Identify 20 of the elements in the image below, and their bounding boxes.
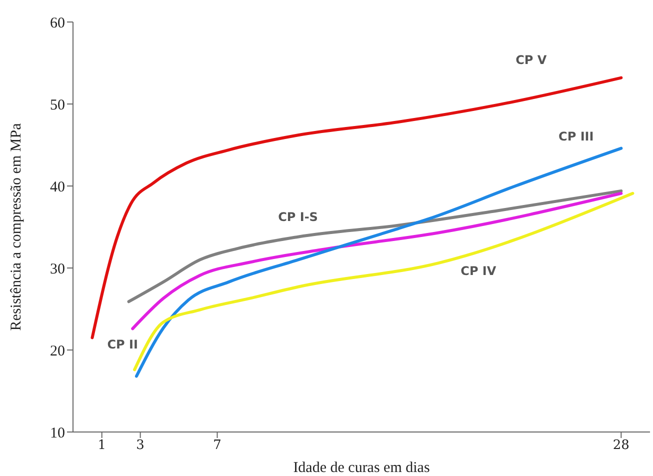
series-label: CP III — [558, 129, 594, 144]
line-series — [90, 76, 623, 340]
y-tick-label: 20 — [50, 343, 65, 360]
y-tick-label: 50 — [50, 97, 65, 114]
y-tick-label: 10 — [50, 425, 65, 442]
y-tick-label: 60 — [50, 15, 65, 32]
x-tick-label: 7 — [213, 438, 222, 454]
x-tick-label: 3 — [136, 438, 144, 454]
y-tick-label: 30 — [50, 261, 65, 278]
text: CP V — [516, 52, 548, 67]
series-label: CP II — [107, 338, 138, 352]
x-tick-label: 1 — [98, 438, 106, 454]
y-tick-label: 40 — [50, 179, 65, 196]
x-tick-label: 28 — [612, 438, 630, 454]
series-label: CP IV — [460, 264, 497, 278]
x-axis-title: Idade de curas em dias — [293, 460, 430, 476]
series-label: CP I-S — [278, 210, 318, 224]
line-series — [131, 192, 623, 330]
y-axis-title: Resistência a compressão em MPa — [8, 122, 24, 331]
line-series — [127, 189, 623, 304]
